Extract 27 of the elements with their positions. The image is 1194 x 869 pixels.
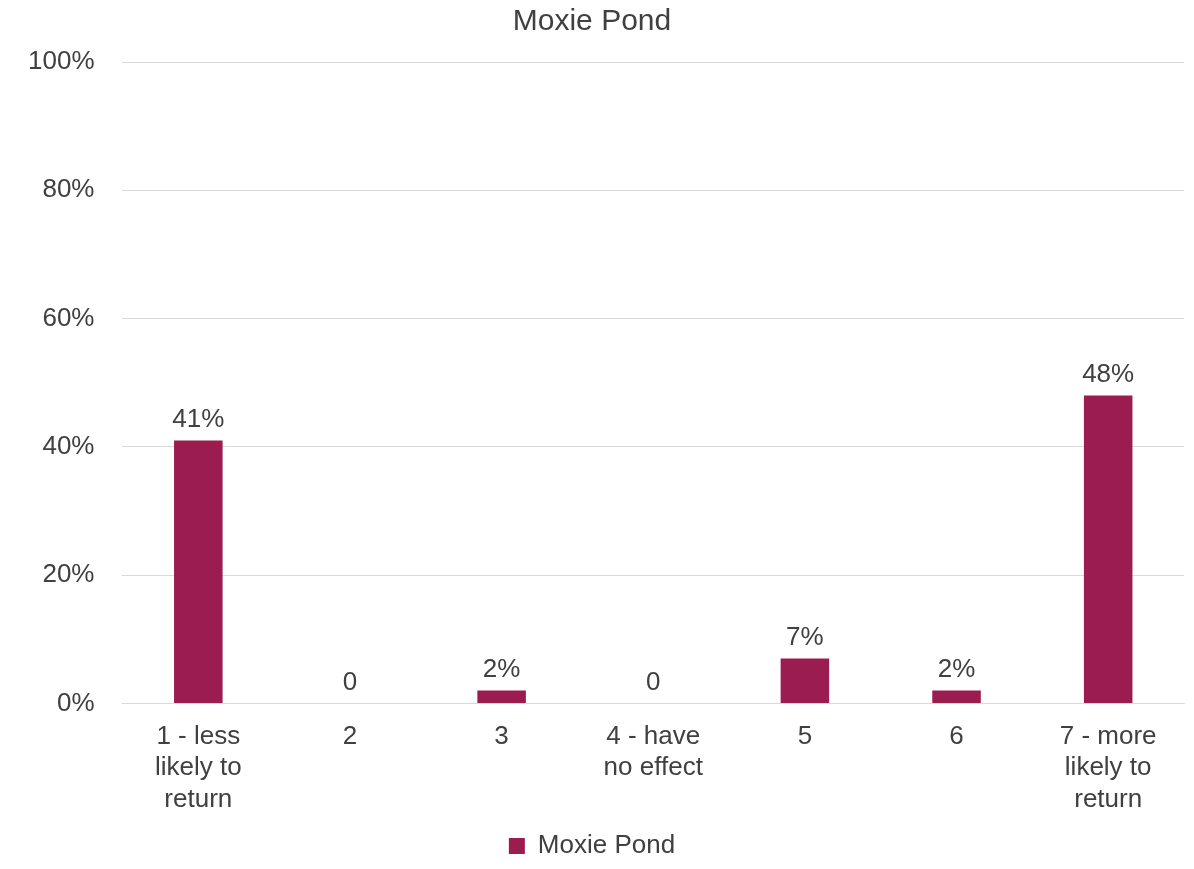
data-label: 48%	[1082, 357, 1135, 388]
data-label: 7%	[786, 620, 824, 651]
y-tick-label: 40%	[42, 430, 95, 461]
bar	[1083, 395, 1133, 703]
bar	[477, 690, 526, 703]
x-tick-label: 7 - more likely to return	[1059, 720, 1157, 813]
x-tick-label: 5	[797, 720, 813, 751]
bar	[780, 658, 830, 703]
data-label: 41%	[172, 402, 225, 433]
x-tick-label: 4 - have no effect	[603, 720, 704, 782]
x-tick-label: 3	[494, 720, 509, 751]
data-label: 0	[646, 665, 661, 696]
y-tick-label: 100%	[28, 45, 95, 76]
data-label: 2%	[937, 652, 976, 683]
x-tick-label: 2	[342, 720, 358, 751]
y-tick-label: 0%	[56, 686, 95, 717]
chart-title: Moxie Pond	[512, 3, 672, 37]
y-tick-label: 60%	[42, 301, 95, 332]
data-label: 0	[342, 665, 358, 696]
bar	[932, 690, 981, 703]
legend-label: Moxie Pond	[537, 829, 676, 860]
data-label: 2%	[482, 652, 521, 683]
bar	[174, 440, 223, 703]
x-tick-label: 1 - less likely to return	[154, 720, 242, 813]
x-tick-label: 6	[949, 720, 964, 751]
y-tick-label: 20%	[42, 558, 95, 589]
y-tick-label: 80%	[42, 173, 95, 204]
